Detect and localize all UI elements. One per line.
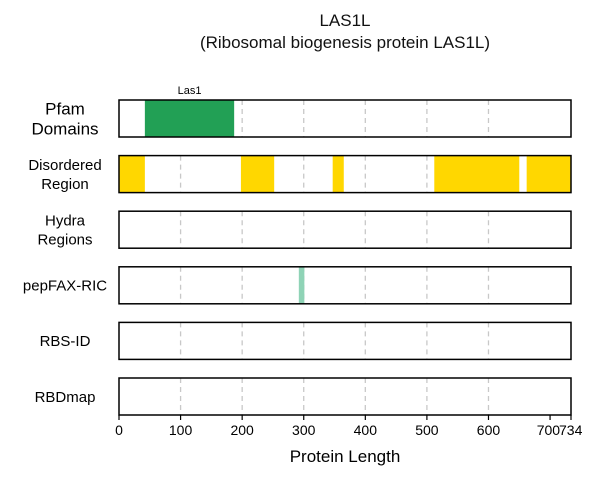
track-1-segment-0 [119,155,145,193]
track-1: Disordered Region [28,154,572,194]
track-5-label-line-0: RBDmap [35,389,96,406]
x-tick-label-6: 600 [477,422,501,438]
track-3-label-line-0: pepFAX-RIC [23,278,107,295]
x-tick-label-4: 400 [354,422,378,438]
track-1-segment-2 [332,155,344,193]
track-1-label-line-0: Disordered [28,157,101,174]
track-2-label-line-1: Regions [37,231,92,248]
track-0-label-line-1: Domains [31,119,98,138]
x-tick-label-0: 0 [115,422,123,438]
track-3: pepFAX-RIC [23,266,572,305]
track-5: RBDmap [35,377,572,416]
track-0-frame [118,99,572,138]
track-0-label-line-0: Pfam [45,99,85,118]
x-tick-label-5: 500 [415,422,439,438]
track-1-label-line-1: Region [41,176,89,193]
track-1-segment-1 [240,155,275,193]
track-1-segment-4 [526,155,571,193]
x-tick-label-7: 700 [537,422,561,438]
x-tick-label-3: 300 [292,422,316,438]
track-3-segment-0 [298,266,305,304]
track-4: RBS-ID [40,321,572,361]
track-4-frame [118,321,572,361]
chart-subtitle: (Ribosomal biogenesis protein LAS1L) [199,33,491,52]
track-2: Hydra Regions [37,210,572,249]
x-tick-label-8: 734 [559,422,583,438]
chart-title: LAS1L [319,11,371,30]
track-2-label-line-0: Hydra [45,212,86,229]
grid-lines [179,100,490,415]
x-tick-label-2: 200 [230,422,254,438]
track-4-label-line-0: RBS-ID [40,333,91,350]
track-2-frame [118,210,572,249]
track-5-frame [118,377,572,416]
title-block: LAS1L (Ribosomal biogenesis protein LAS1… [0,10,600,54]
track-0-segment-0-label: Las1 [178,85,202,97]
track-1-frame [118,154,572,194]
x-axis-label: Protein Length [290,447,401,466]
track-3-frame [118,266,572,305]
track-0-segment-0 [144,100,235,137]
x-tick-label-1: 100 [169,422,193,438]
track-1-segment-3 [434,155,520,193]
